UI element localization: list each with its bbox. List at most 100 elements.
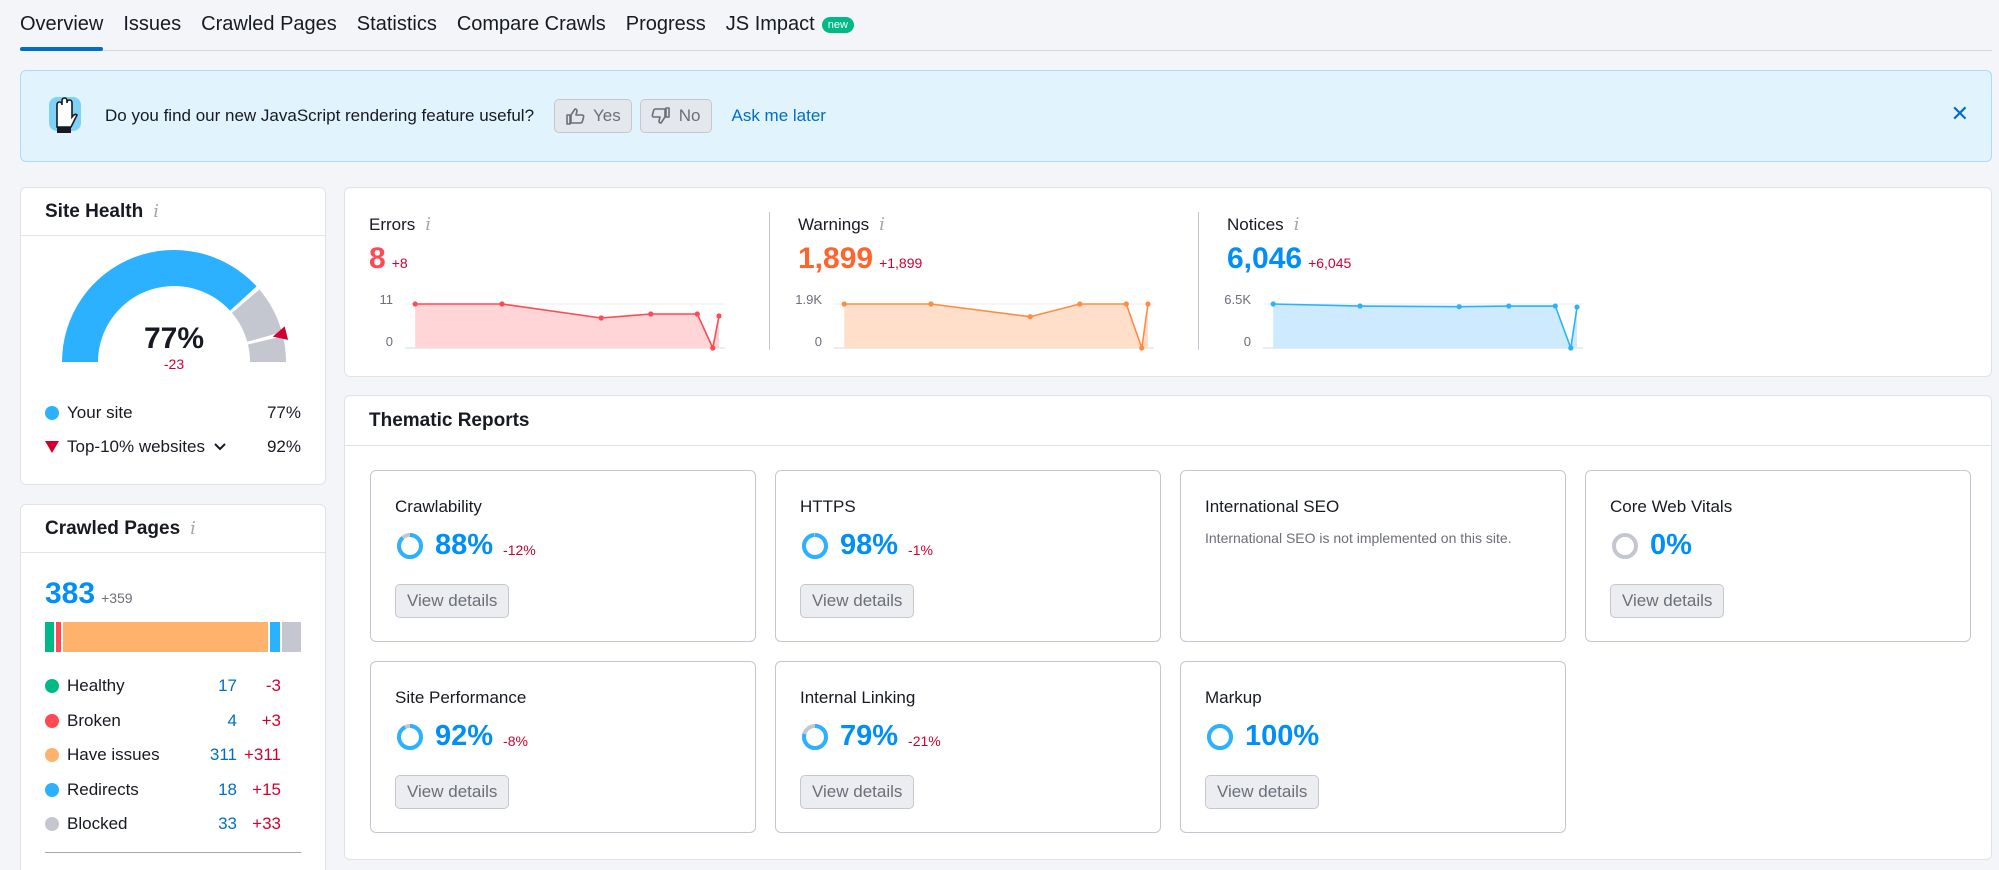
your-site-value: 77% [266, 403, 301, 422]
row-delta: -3 [265, 676, 281, 695]
crawled-row-have-issues[interactable]: Have issues 311 +311 [45, 744, 281, 766]
sparkline-point[interactable] [1357, 303, 1363, 309]
sparkline-area [1273, 304, 1577, 348]
info-icon[interactable]: i [425, 214, 432, 235]
report-percent[interactable]: 0% [1650, 529, 1692, 561]
info-icon[interactable]: i [190, 518, 196, 539]
tab-issues[interactable]: Issues [123, 13, 181, 50]
close-icon[interactable]: ✕ [1950, 101, 1969, 126]
info-icon[interactable]: i [1293, 214, 1300, 235]
row-count[interactable]: 4 [227, 710, 237, 730]
report-core-web-vitals[interactable]: Core Web Vitals 0% View details [1585, 470, 1971, 642]
tab-compare-crawls[interactable]: Compare Crawls [457, 13, 606, 50]
view-details-button[interactable]: View details [395, 584, 510, 618]
status-dot [45, 713, 59, 728]
bar-segment-blocked[interactable] [282, 622, 301, 652]
progress-ring-icon [397, 723, 423, 750]
report-crawlability[interactable]: Crawlability 88% -12% View details [370, 470, 756, 642]
report-site-performance[interactable]: Site Performance 92% -8% View details [370, 661, 756, 833]
crawled-row-broken[interactable]: Broken 4 +3 [45, 710, 281, 732]
sparkline-point[interactable] [1139, 345, 1145, 351]
sparkline-point[interactable] [841, 301, 847, 307]
errors-value[interactable]: 8 [369, 242, 386, 275]
report-internal-linking[interactable]: Internal Linking 79% -21% View details [775, 661, 1161, 833]
report-percent[interactable]: 79% [840, 720, 899, 752]
view-details-button[interactable]: View details [800, 584, 915, 618]
yes-button[interactable]: Yes [554, 99, 632, 133]
top10-label: Top-10% websites [67, 437, 205, 456]
report-percent[interactable]: 100% [1245, 720, 1320, 752]
errors-metric[interactable]: Errors i 8 +8 11 0 [345, 188, 769, 374]
sparkline-point[interactable] [1456, 304, 1462, 310]
report-markup[interactable]: Markup 100% View details [1180, 661, 1566, 833]
notices-ymin-label: 0 [1243, 334, 1251, 349]
crawled-row-healthy[interactable]: Healthy 17 -3 [45, 675, 281, 697]
sparkline-point[interactable] [598, 315, 604, 321]
sparkline-point[interactable] [648, 311, 654, 317]
crawled-row-blocked[interactable]: Blocked 33 +33 [45, 813, 281, 835]
tab-label: Overview [20, 13, 104, 35]
status-dot [45, 748, 59, 762]
divider [769, 212, 770, 350]
legend-top10[interactable]: Top-10% websites 92% [45, 437, 301, 457]
row-count[interactable]: 33 [218, 814, 237, 833]
site-health-header: Site Health i [21, 188, 325, 236]
your-site-label: Your site [67, 403, 133, 422]
tab-progress[interactable]: Progress [626, 13, 706, 50]
warnings-value[interactable]: 1,899 [798, 242, 874, 275]
tab-overview[interactable]: Overview [20, 13, 104, 51]
view-details-button[interactable]: View details [800, 775, 915, 809]
sparkline-point[interactable] [1270, 301, 1276, 307]
sparkline-point[interactable] [412, 301, 418, 307]
report-title: HTTPS [800, 497, 856, 516]
crawled-total-delta: +359 [101, 590, 133, 606]
notices-delta: +6,045 [1308, 255, 1352, 271]
sparkline-point[interactable] [499, 301, 505, 307]
tab-js-impact[interactable]: JS Impact new [726, 13, 854, 50]
sparkline-point[interactable] [1123, 301, 1129, 307]
view-details-button[interactable]: View details [1610, 584, 1725, 618]
info-icon[interactable]: i [153, 201, 159, 222]
report-https[interactable]: HTTPS 98% -1% View details [775, 470, 1161, 642]
row-count[interactable]: 17 [218, 676, 237, 695]
sparkline-point[interactable] [1552, 303, 1558, 309]
sparkline-point[interactable] [1568, 345, 1574, 351]
no-button[interactable]: No [639, 99, 712, 133]
sparkline-point[interactable] [1027, 314, 1033, 320]
crawled-row-redirects[interactable]: Redirects 18 +15 [45, 779, 281, 801]
sparkline-point[interactable] [710, 345, 716, 351]
tab-crawled-pages[interactable]: Crawled Pages [201, 13, 337, 50]
sparkline-point[interactable] [716, 313, 722, 319]
notices-metric[interactable]: Notices i 6,046 +6,045 6.5K 0 [1203, 188, 1627, 374]
sparkline-point[interactable] [1574, 304, 1580, 310]
crawled-total[interactable]: 383 [45, 577, 96, 610]
report-percent[interactable]: 88% [435, 529, 494, 561]
view-details-button[interactable]: View details [1205, 775, 1320, 809]
report-international-seo[interactable]: International SEO International SEO is no… [1180, 470, 1566, 642]
view-details-button[interactable]: View details [395, 775, 510, 809]
row-count[interactable]: 18 [218, 779, 237, 799]
sparkline-point[interactable] [1077, 301, 1083, 307]
bar-segment-healthy[interactable] [45, 622, 57, 652]
tab-statistics[interactable]: Statistics [357, 13, 437, 50]
ask-me-later-link[interactable]: Ask me later [731, 106, 826, 125]
info-icon[interactable]: i [879, 214, 885, 235]
sparkline-area [415, 304, 719, 348]
report-percent[interactable]: 92% [435, 720, 494, 752]
sparkline-point[interactable] [1506, 303, 1512, 309]
thematic-reports-title: Thematic Reports [369, 409, 530, 431]
notices-value[interactable]: 6,046 [1227, 242, 1303, 275]
report-percent[interactable]: 98% [840, 529, 899, 561]
warnings-label: Warnings [798, 215, 870, 234]
warnings-metric[interactable]: Warnings i 1,899 +1,899 1.9K 0 [774, 188, 1198, 374]
row-delta: +15 [252, 779, 281, 799]
sparkline-point[interactable] [1145, 301, 1151, 307]
row-count[interactable]: 311 [209, 745, 237, 764]
bar-segment-broken[interactable] [56, 622, 63, 652]
bar-segment-redirects[interactable] [270, 622, 283, 652]
report-score: 79% -21% [800, 720, 941, 753]
sparkline-point[interactable] [694, 311, 700, 317]
chevron-down-icon[interactable] [213, 442, 227, 452]
bar-segment-have-issues[interactable] [62, 622, 271, 652]
sparkline-point[interactable] [928, 301, 934, 307]
